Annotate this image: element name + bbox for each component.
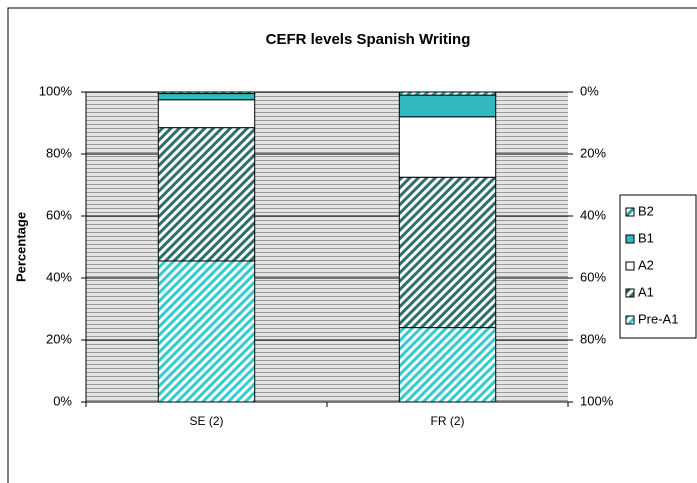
legend-label: A1: [638, 284, 654, 299]
bar-segment: [398, 116, 497, 178]
chart-title: CEFR levels Spanish Writing: [266, 31, 471, 48]
bar-segment: [157, 91, 256, 95]
y2-tick-label: 60%: [580, 269, 606, 284]
y-tick-label: 20%: [46, 331, 72, 346]
y2-tick-label: 20%: [580, 145, 606, 160]
bar-segment: [398, 176, 497, 329]
legend-swatch: [625, 315, 635, 325]
y-axis-label: Percentage: [13, 212, 28, 282]
y-tick-label: 40%: [46, 269, 72, 284]
x-tick-label: FR (2): [431, 414, 465, 428]
y2-tick-label: 80%: [580, 331, 606, 346]
y-tick-label: 100%: [39, 83, 73, 98]
legend-label: A2: [638, 257, 654, 272]
legend-swatch: [625, 261, 635, 271]
bar-segment: [398, 327, 497, 403]
bar-segment: [157, 99, 256, 129]
legend-label: B1: [638, 230, 654, 245]
legend-swatch: [625, 288, 635, 298]
y-tick-label: 0%: [53, 393, 72, 408]
legend-label: B2: [638, 203, 654, 218]
y-tick-label: 80%: [46, 145, 72, 160]
x-tick-label: SE (2): [189, 414, 223, 428]
legend-label: Pre-A1: [638, 311, 678, 326]
bar-segment: [157, 260, 256, 403]
bar-segment: [398, 94, 497, 118]
y2-tick-label: 0%: [580, 83, 599, 98]
bar-segment: [157, 127, 256, 262]
y2-tick-label: 100%: [580, 393, 614, 408]
bar-segment: [157, 93, 256, 101]
y2-tick-label: 40%: [580, 207, 606, 222]
legend-swatch: [625, 207, 635, 217]
legend-swatch: [625, 234, 635, 244]
y-tick-label: 60%: [46, 207, 72, 222]
bar-segment: [398, 91, 497, 96]
